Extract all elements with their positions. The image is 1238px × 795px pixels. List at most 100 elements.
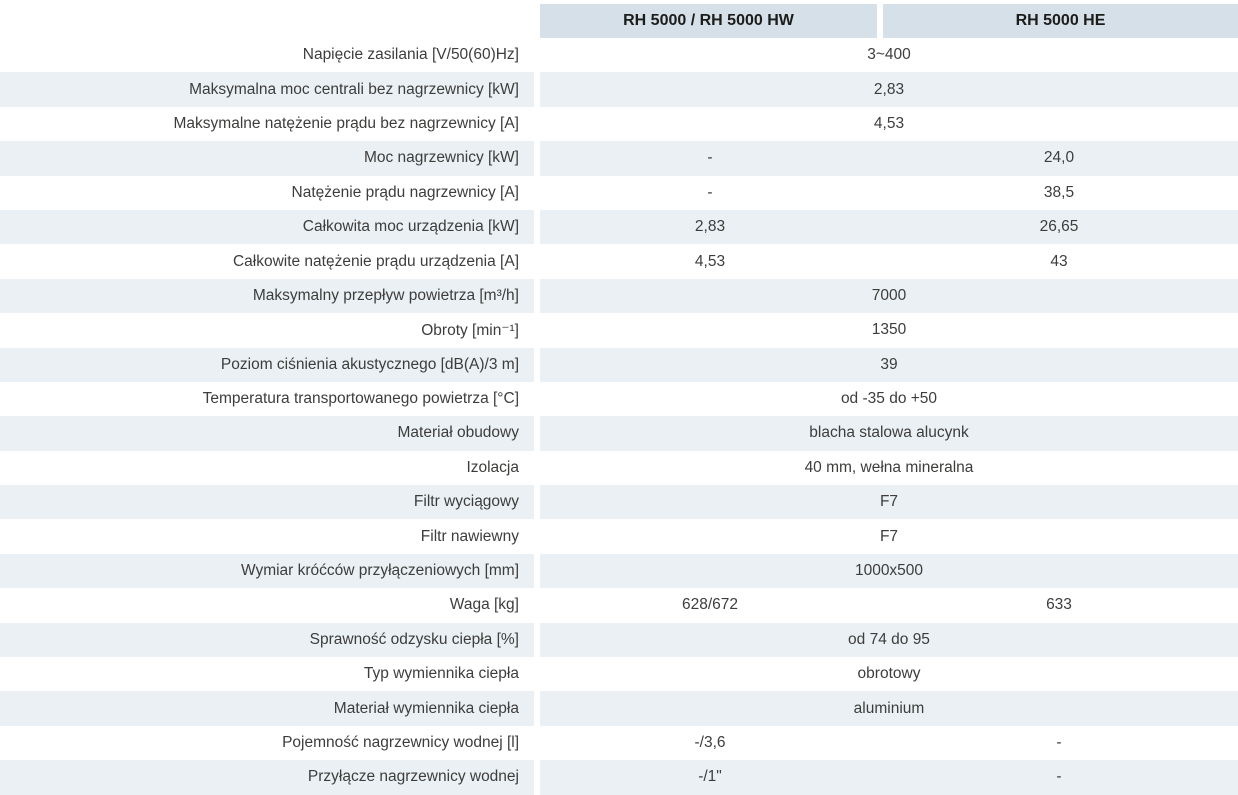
row-label: Przyłącze nagrzewnicy wodnej <box>0 760 534 795</box>
label-column-divider <box>534 553 540 589</box>
row-label: Waga [kg] <box>449 596 519 614</box>
value-col2: 43 <box>1050 252 1068 270</box>
label-column-divider <box>534 760 540 795</box>
row-label: Maksymalny przepływ powietrza [m³/h] <box>0 278 534 314</box>
spec-row: Waga [kg] 628/672 633 <box>0 588 1238 623</box>
spec-row: Całkowite natężenie prądu urządzenia [A]… <box>0 244 1238 279</box>
row-label: Izolacja <box>466 458 519 476</box>
label-column-divider <box>534 725 540 761</box>
value-col1: 628/672 <box>681 596 739 614</box>
spec-row: Sprawność odzysku ciepła [%] od 74 do 95 <box>0 622 1238 658</box>
label-column-divider <box>534 209 540 245</box>
value-combined: F7 <box>540 485 1238 520</box>
spec-row: Poziom ciśnienia akustycznego [dB(A)/3 m… <box>0 347 1238 382</box>
label-column-divider <box>534 347 540 382</box>
header-column-divider <box>877 4 883 38</box>
value-combined: F7 <box>879 527 899 545</box>
row-label: Typ wymiennika ciepła <box>363 665 519 683</box>
label-column-divider <box>534 313 540 348</box>
label-column-divider <box>534 657 540 692</box>
spec-row: Maksymalny przepływ powietrza [m³/h] 7000 <box>0 278 1238 314</box>
label-column-divider <box>534 244 540 279</box>
label-column-divider <box>534 72 540 107</box>
row-label: Napięcie zasilania [V/50(60)Hz] <box>302 46 519 64</box>
table-body: Napięcie zasilania [V/50(60)Hz] 3~400 Maks… <box>0 38 1238 795</box>
row-label: Wymiar króćców przyłączeniowych [mm] <box>0 553 534 589</box>
value-combined: 4,53 <box>873 114 905 132</box>
value-col1: 4,53 <box>694 252 726 270</box>
row-label: Sprawność odzysku ciepła [%] <box>0 622 534 658</box>
spec-row: Maksymalne natężenie prądu bez nagrzewni… <box>0 106 1238 142</box>
table-header-row: RH 5000 / RH 5000 HW RH 5000 HE <box>0 4 1238 38</box>
label-column-divider <box>534 416 540 451</box>
label-column-divider <box>534 519 540 554</box>
value-combined: 7000 <box>540 278 1238 314</box>
spec-row: Całkowita moc urządzenia [kW] 2,83 26,65 <box>0 209 1238 245</box>
row-label: Maksymalne natężenie prądu bez nagrzewni… <box>173 114 520 132</box>
spec-row: Natężenie prądu nagrzewnicy [A] - 38,5 <box>0 175 1238 210</box>
row-label: Obroty [min⁻¹] <box>421 321 519 339</box>
value-combined: 2,83 <box>540 72 1238 107</box>
row-label: Materiał obudowy <box>0 416 534 451</box>
row-label: Filtr wyciągowy <box>0 485 534 520</box>
value-col1: - <box>707 183 713 201</box>
spec-row: Pojemność nagrzewnicy wodnej [l] -/3,6 - <box>0 725 1238 761</box>
row-label: Maksymalna moc centrali bez nagrzewnicy … <box>0 72 534 107</box>
label-column-divider <box>534 141 540 176</box>
value-combined: aluminium <box>540 691 1238 726</box>
row-label: Poziom ciśnienia akustycznego [dB(A)/3 m… <box>0 347 534 382</box>
label-column-divider <box>534 450 540 486</box>
value-combined: 3~400 <box>867 46 911 64</box>
row-label: Natężenie prądu nagrzewnicy [A] <box>291 183 519 201</box>
spec-row: Maksymalna moc centrali bez nagrzewnicy … <box>0 72 1238 107</box>
row-label: Moc nagrzewnicy [kW] <box>0 141 534 176</box>
value-col1: 2,83 <box>540 209 880 245</box>
header-empty-cell <box>0 4 534 38</box>
value-combined: 1350 <box>871 321 907 339</box>
row-label: Temperatura transportowanego powietrza [… <box>202 390 519 408</box>
row-label: Całkowita moc urządzenia [kW] <box>0 209 534 245</box>
spec-row: Filtr nawiewny F7 <box>0 519 1238 554</box>
value-col2: 24,0 <box>880 141 1238 176</box>
spec-row: Materiał wymiennika ciepła aluminium <box>0 691 1238 726</box>
label-column-divider <box>534 278 540 314</box>
spec-row: Wymiar króćców przyłączeniowych [mm] 1000… <box>0 553 1238 589</box>
value-col1: -/3,6 <box>694 734 726 751</box>
label-column-divider <box>534 4 540 38</box>
value-combined: 1000x500 <box>540 553 1238 589</box>
label-column-divider <box>534 106 540 142</box>
value-col2: 633 <box>1046 596 1072 614</box>
row-label: Całkowite natężenie prądu urządzenia [A] <box>232 252 519 270</box>
value-col1: -/1" <box>540 760 880 795</box>
spec-row: Przyłącze nagrzewnicy wodnej -/1" - <box>0 760 1238 795</box>
spec-row: Izolacja 40 mm, wełna mineralna <box>0 450 1238 486</box>
row-label: Filtr nawiewny <box>420 527 519 545</box>
column-header-rh5000-he: RH 5000 HE <box>883 4 1238 38</box>
spec-row: Filtr wyciągowy F7 <box>0 485 1238 520</box>
label-column-divider <box>534 622 540 658</box>
label-column-divider <box>534 588 540 623</box>
value-col2: 26,65 <box>880 209 1238 245</box>
value-combined: od -35 do +50 <box>840 390 938 408</box>
value-combined: 40 mm, wełna mineralna <box>804 458 974 476</box>
label-column-divider <box>534 175 540 210</box>
value-col2: - <box>1056 734 1062 751</box>
value-col2: 38,5 <box>1043 183 1075 201</box>
value-combined: obrotowy <box>857 665 921 683</box>
value-combined: blacha stalowa alucynk <box>540 416 1238 451</box>
label-column-divider <box>534 691 540 726</box>
spec-row: Temperatura transportowanego powietrza [… <box>0 381 1238 417</box>
label-column-divider <box>534 485 540 520</box>
label-column-divider <box>534 38 540 73</box>
spec-row: Obroty [min⁻¹] 1350 <box>0 313 1238 348</box>
row-label: Materiał wymiennika ciepła <box>0 691 534 726</box>
value-col1: - <box>540 141 880 176</box>
row-label: Pojemność nagrzewnicy wodnej [l] <box>282 734 519 751</box>
spec-row: Napięcie zasilania [V/50(60)Hz] 3~400 <box>0 38 1238 73</box>
label-column-divider <box>534 381 540 417</box>
column-header-rh5000-hw: RH 5000 / RH 5000 HW <box>540 4 877 38</box>
spec-row: Typ wymiennika ciepła obrotowy <box>0 657 1238 692</box>
value-combined: 39 <box>540 347 1238 382</box>
value-combined: od 74 do 95 <box>540 622 1238 658</box>
